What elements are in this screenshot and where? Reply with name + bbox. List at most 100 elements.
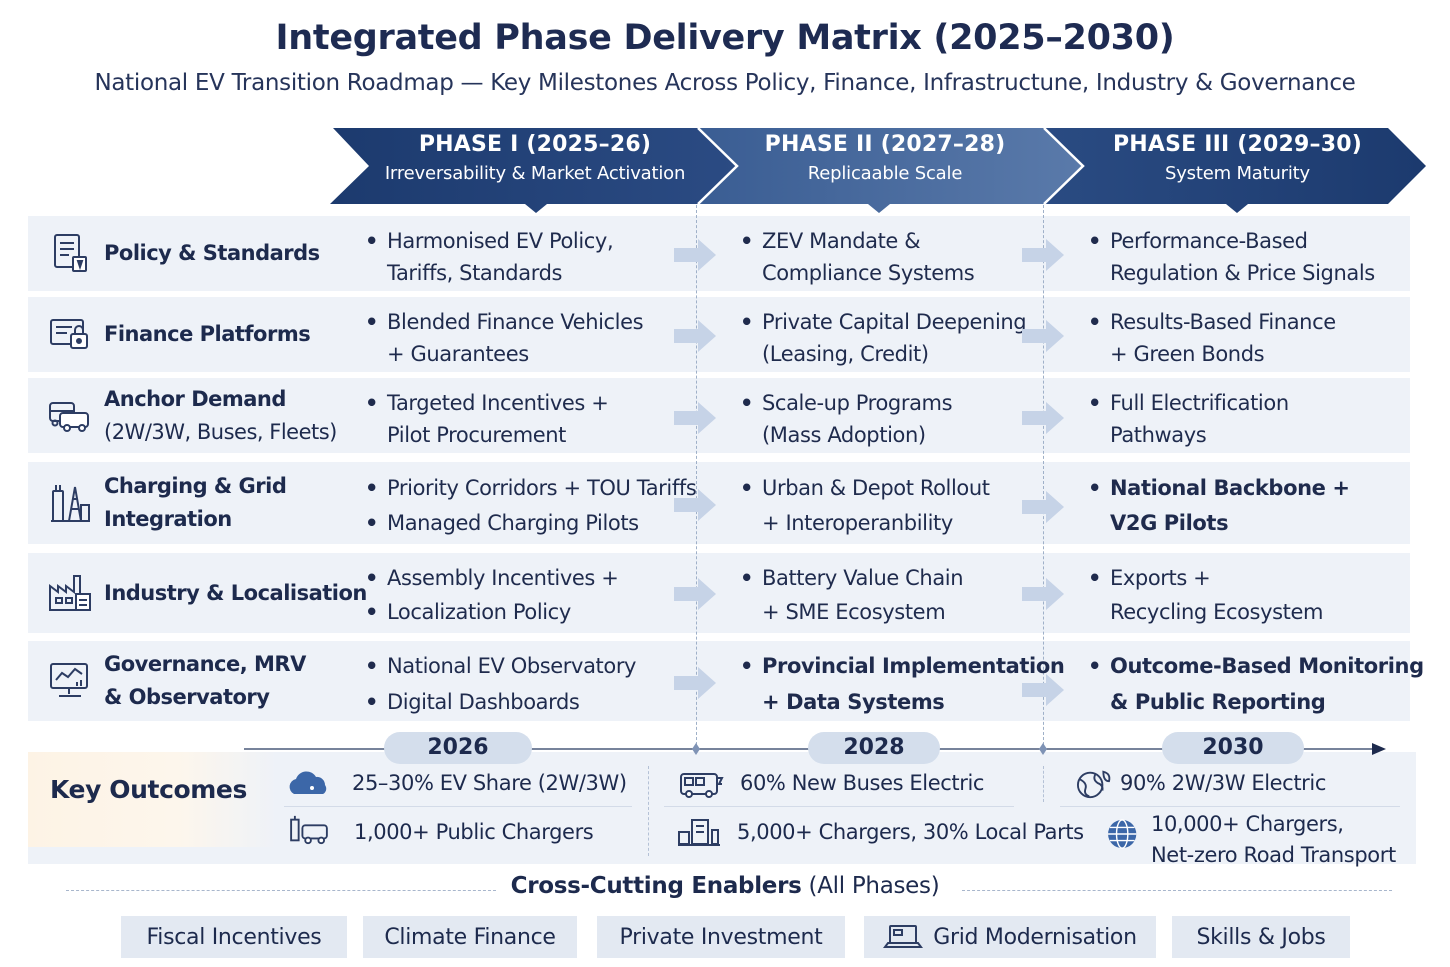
cell-charging-phase-1: Priority Corridors + TOU Tariffs Managed… [365,471,697,541]
row-title-finance: Finance Platforms [104,322,311,346]
enablers-title: Cross-Cutting Enablers (All Phases) [500,873,950,899]
cell-line: Regulation & Price Signals [1110,261,1375,285]
enabler-skills-jobs: Skills & Jobs [1172,916,1350,958]
finance-icon [46,311,94,359]
outcome-2026-chargers: 1,000+ Public Chargers [354,820,594,844]
cell-finance-phase-3: Results-Based Finance + Green Bonds [1088,306,1336,370]
outcome-2028-buses: 60% New Buses Electric [740,771,985,795]
page-subtitle: National EV Transition Roadmap — Key Mil… [94,70,1356,96]
cell-line: V2G Pilots [1110,511,1229,535]
enablers-divider-left [66,890,496,891]
cell-line: Urban & Depot Rollout [740,471,990,506]
outcome-row-divider [284,806,632,807]
cell-line: Compliance Systems [762,261,975,285]
key-outcomes-title: Key Outcomes [50,775,247,804]
enabler-climate-finance: Climate Finance [363,916,577,958]
cell-line: Localization Policy [365,595,618,629]
cell-line: National EV Observatory [365,648,636,684]
cell-line: Priority Corridors + TOU Tariffs [365,471,697,506]
cell-anchor-demand-phase-3: Full Electrification Pathways [1088,387,1289,451]
cell-line: Tariffs, Standards [387,261,563,285]
cell-line: Recycling Ecosystem [1110,600,1324,624]
dashboard-icon [46,657,94,705]
cell-line: + SME Ecosystem [762,600,946,624]
cell-industry-phase-3: Exports + Recycling Ecosystem [1088,561,1323,629]
cell-industry-phase-1: Assembly Incentives + Localization Polic… [365,561,619,629]
cell-policy-phase-3: Performance-Based Regulation & Price Sig… [1088,225,1375,289]
cell-line: Managed Charging Pilots [365,506,696,541]
cell-charging-phase-2: Urban & Depot Rollout + Interoperanbilit… [740,471,990,541]
row-subtitle-charging-grid: Integration [104,507,232,531]
cell-line: Pilot Procurement [387,423,567,447]
outcome-2030-chargers: 10,000+ Chargers, [1151,812,1344,836]
policy-document-icon [46,230,94,278]
outcome-2030-net-zero: Net-zero Road Transport [1151,843,1396,867]
enablers-title-main: Cross-Cutting Enablers [510,873,802,899]
outcome-2028-chargers: 5,000+ Chargers, 30% Local Parts [737,820,1084,844]
enabler-grid-modernisation: Grid Modernisation [864,916,1156,958]
phase-3-name: PHASE III (2029–30) [1112,132,1363,157]
enabler-label: Climate Finance [384,924,556,950]
globe-leaf-icon [1076,770,1111,799]
factory-icon [46,569,94,617]
cell-line: Performance-Based [1088,225,1375,257]
cell-finance-phase-1: Blended Finance Vehicles + Guarantees [365,306,644,370]
cell-line: Exports + [1088,561,1323,595]
cell-line: Scale-up Programs [740,387,953,419]
enabler-private-investment: Private Investment [597,916,845,958]
page-title: Integrated Phase Delivery Matrix (2025–2… [275,18,1175,58]
cell-industry-phase-2: Battery Value Chain + SME Ecosystem [740,561,964,629]
cell-line: Harmonised EV Policy, [365,225,614,257]
timeline-year-2030: 2030 [1162,732,1304,764]
cell-line: Full Electrification [1088,387,1289,419]
row-subtitle-governance: & Observatory [104,685,270,709]
cell-line: Blended Finance Vehicles [365,306,644,338]
phase-3-label: PHASE III (2029–30) System Maturity [1070,132,1405,184]
cell-charging-phase-3: National Backbone + V2G Pilots [1088,471,1350,541]
globe-icon [1108,819,1137,849]
cell-line: (Leasing, Credit) [762,342,929,366]
cell-finance-phase-2: Private Capital Deepening (Leasing, Cred… [740,306,1027,370]
phase-2-subtitle: Replicaable Scale [807,163,963,184]
cell-line: + Green Bonds [1110,342,1265,366]
outcome-divider [648,766,649,856]
laptop-icon [883,923,924,951]
timeline-year-2026: 2026 [384,732,532,764]
row-label-charging-grid: Charging & Grid Integration [46,462,287,544]
cell-line: + Data Systems [762,690,945,714]
outcome-row-divider [1060,806,1400,807]
cell-line: National Backbone + [1088,471,1350,506]
row-label-policy: Policy & Standards [46,216,320,291]
charging-grid-icon [46,479,94,527]
outcome-2026-ev-share: 25–30% EV Share (2W/3W) [352,771,627,795]
cell-line: + Interoperanbility [762,511,953,535]
outcome-divider [1043,766,1044,802]
cell-line: Outcome-Based Monitoring [1088,648,1424,684]
key-outcomes-box [28,752,278,847]
enabler-fiscal-incentives: Fiscal Incentives [121,916,347,958]
phase-1-label: PHASE I (2025–26) Irreversability & Mark… [360,132,710,184]
phase-2-name: PHASE II (2027–28) [764,132,1006,157]
cell-line: Provincial Implementation [740,648,1065,684]
row-title-policy: Policy & Standards [104,241,320,265]
row-label-finance: Finance Platforms [46,297,311,372]
cell-policy-phase-2: ZEV Mandate & Compliance Systems [740,225,975,289]
cell-line: Pathways [1110,423,1207,447]
cell-line: & Public Reporting [1110,690,1326,714]
outcome-row-divider [664,806,1014,807]
enabler-label: Grid Modernisation [933,924,1137,950]
cell-governance-phase-3: Outcome-Based Monitoring & Public Report… [1088,648,1424,720]
cell-line: Digital Dashboards [365,684,636,720]
outcome-2030-electric: 90% 2W/3W Electric [1120,771,1326,795]
cell-line: Assembly Incentives + [365,561,619,595]
cloud-icon [289,771,327,794]
row-label-governance: Governance, MRV & Observatory [46,641,306,721]
enabler-label: Fiscal Incentives [146,924,322,950]
row-title-anchor-demand: Anchor Demand [104,386,286,411]
timeline-year-2028: 2028 [808,732,940,764]
cell-line: ZEV Mandate & [740,225,974,257]
phase-divider-2 [1043,205,1044,750]
charger-parts-icon [678,819,720,846]
cell-line: + Guarantees [387,342,529,366]
phase-1-subtitle: Irreversability & Market Activation [384,163,686,184]
